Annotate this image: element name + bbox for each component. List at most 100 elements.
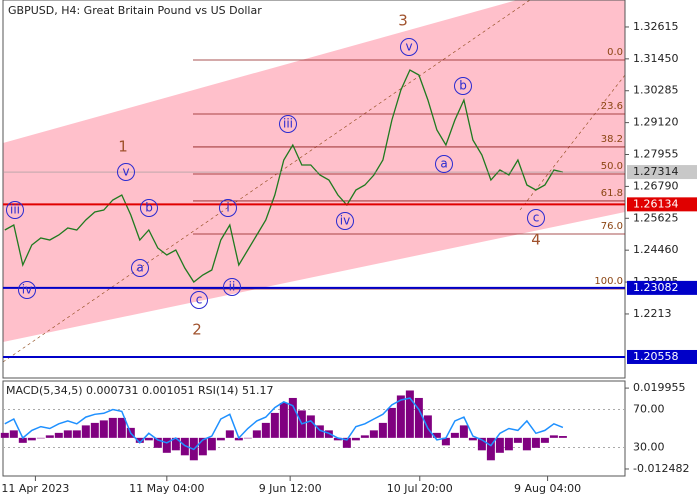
macd-bar: [459, 425, 468, 438]
macd-bar: [486, 437, 495, 461]
macd-bar: [306, 415, 315, 438]
macd-bar: [558, 436, 567, 438]
fib-label: 50.0: [601, 161, 623, 172]
macd-bar: [441, 437, 450, 446]
macd-bar: [342, 437, 351, 448]
macd-bar: [405, 390, 414, 438]
macd-bar: [468, 437, 477, 441]
macd-bar: [243, 437, 252, 439]
macd-bar: [513, 437, 522, 443]
y-tick-label: 1.26790: [633, 179, 679, 192]
price-level-box: [627, 280, 697, 295]
indicator-frame: [2, 380, 626, 477]
price-level-box: [627, 349, 697, 364]
macd-bar: [117, 417, 126, 438]
wave-label: b: [145, 201, 153, 215]
y2-tick-label: 70.00: [633, 403, 665, 416]
macd-bar: [387, 407, 396, 438]
macd-bar: [108, 417, 117, 438]
fib-label: 0.0: [607, 47, 623, 58]
macd-bar: [162, 437, 171, 453]
macd-bar: [522, 437, 531, 451]
y-tick-label: 1.31450: [633, 52, 679, 65]
wave-label: c: [196, 293, 203, 307]
wave-label: c: [533, 211, 540, 225]
degree-label: 1: [118, 138, 128, 156]
y-tick-label: 1.2213: [633, 307, 672, 320]
fib-label: 23.6: [601, 101, 623, 112]
macd-bar: [144, 437, 153, 441]
macd-bar: [495, 437, 504, 453]
macd-bar: [207, 437, 216, 451]
price-level-box: [627, 197, 697, 212]
wave-label: a: [440, 157, 447, 171]
macd-bar: [234, 437, 243, 441]
price-level-label: 1.20558: [633, 350, 679, 363]
price-level-label: 1.26134: [633, 197, 679, 210]
macd-bar: [432, 432, 441, 438]
macd-bar: [27, 437, 36, 441]
macd-bar: [36, 437, 45, 439]
macd-bar: [279, 402, 288, 438]
macd-bar: [171, 437, 180, 451]
wave-circle: [336, 212, 354, 230]
macd-bar: [360, 435, 369, 438]
chart-title: GBPUSD, H4: Great Britain Pound vs US Do…: [8, 4, 262, 17]
macd-bar: [90, 422, 99, 438]
wave-label: a: [136, 261, 143, 275]
macd-bar: [423, 415, 432, 438]
macd-bar: [54, 432, 63, 438]
macd-bar: [504, 437, 513, 451]
wave-label: b: [459, 79, 467, 93]
wave-circle: [454, 77, 472, 95]
macd-bar: [549, 435, 558, 438]
plot-layer: 1.32615 1.31450 1.30285 1.29120 1.27955 1.267…: [0, 12, 697, 495]
y-tick-label: 0.019955: [633, 381, 686, 394]
y-tick-label: 1.24460: [633, 243, 679, 256]
wave-label: iv: [22, 283, 32, 297]
wave-circle: [131, 259, 149, 277]
macd-bar: [216, 437, 225, 441]
wave-circle: [527, 209, 545, 227]
y-tick-label: 1.29120: [633, 116, 679, 129]
wave-circle: [435, 155, 453, 173]
y-tick-label: 1.25625: [633, 211, 679, 224]
macd-bar: [180, 437, 189, 456]
price-level-label: 1.23082: [633, 281, 679, 294]
fib-label: 100.0: [594, 276, 623, 287]
macd-bar: [414, 397, 423, 438]
trend-channel: [3, 0, 625, 342]
y-tick-label: 1.30285: [633, 84, 679, 97]
macd-bar: [261, 422, 270, 438]
macd-bar: [351, 437, 360, 441]
price-line: [4, 69, 564, 283]
fib-label: 61.8: [601, 188, 623, 199]
macd-bar: [225, 430, 234, 438]
main-frame: [2, 0, 626, 379]
y-tick-label: 1.27955: [633, 148, 679, 161]
macd-bar: [135, 437, 144, 443]
x-tick-label: 11 May 04:00: [129, 482, 204, 495]
macd-bar: [531, 437, 540, 448]
wave-label: ii: [229, 280, 236, 294]
degree-label: 4: [531, 231, 541, 249]
macd-bar: [270, 412, 279, 438]
macd-bar: [450, 432, 459, 438]
wave-label: iii: [283, 117, 293, 131]
macd-bar: [99, 420, 108, 438]
dashed-trendline: [3, 0, 531, 363]
wave-circle: [117, 163, 135, 181]
macd-bar: [396, 395, 405, 438]
macd-bar: [81, 425, 90, 438]
x-tick-label: 9 Aug 04:00: [514, 482, 581, 495]
current-price-label: 1.27314: [633, 165, 679, 178]
wave-circle: [219, 199, 237, 217]
indicator-title: MACD(5,34,5) 0.000731 0.001051 RSI(14) 5…: [6, 384, 273, 397]
rsi-line: [4, 397, 564, 451]
wave-circle: [140, 199, 158, 217]
wave-label: iii: [10, 203, 20, 217]
current-price-box: [627, 165, 697, 180]
wave-label: i: [226, 201, 229, 215]
wave-circle: [279, 115, 297, 133]
